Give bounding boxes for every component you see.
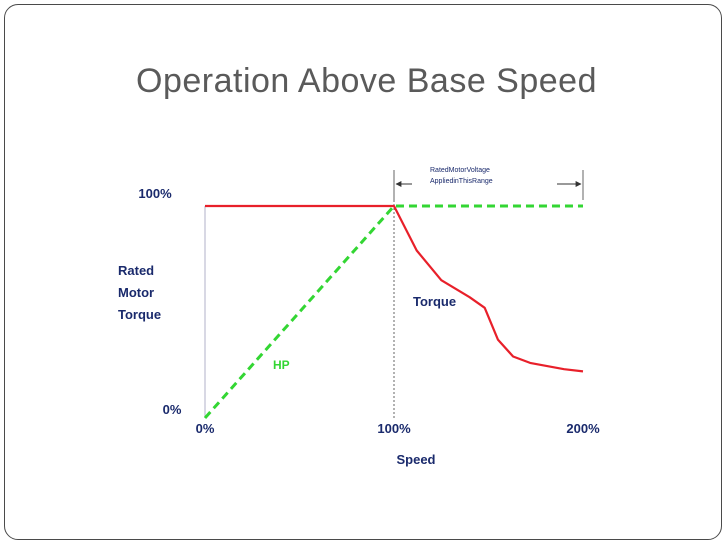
x-tick-label-0: 0% [196, 421, 215, 436]
y-tick-label-0: 0% [163, 402, 182, 417]
x-axis-label: Speed [396, 452, 435, 467]
labels-layer: 0% 100% 200% 0% 100% Speed Rated Motor Torque Tor… [118, 167, 600, 467]
x-tick-label-1: 100% [377, 421, 411, 436]
y-axis-label-line-1: Motor [118, 285, 154, 300]
slide-title: Operation Above Base Speed [136, 62, 597, 100]
series-layer [203, 204, 584, 419]
slide-frame [4, 4, 722, 540]
series-label-torque: Torque [413, 294, 456, 309]
y-tick-label-1: 100% [138, 186, 172, 201]
series-line-hp [203, 204, 583, 419]
x-tick-label-2: 200% [566, 421, 600, 436]
y-axis-label-line-2: Torque [118, 307, 161, 322]
y-axis-label-line-0: Rated [118, 263, 154, 278]
annotation-line-1: AppliedinThisRange [430, 178, 493, 185]
series-label-hp: HP [273, 358, 290, 372]
annotation-line-0: RatedMotorVoltage [430, 167, 490, 174]
series-line-torque [205, 204, 584, 373]
axes [204, 170, 584, 418]
